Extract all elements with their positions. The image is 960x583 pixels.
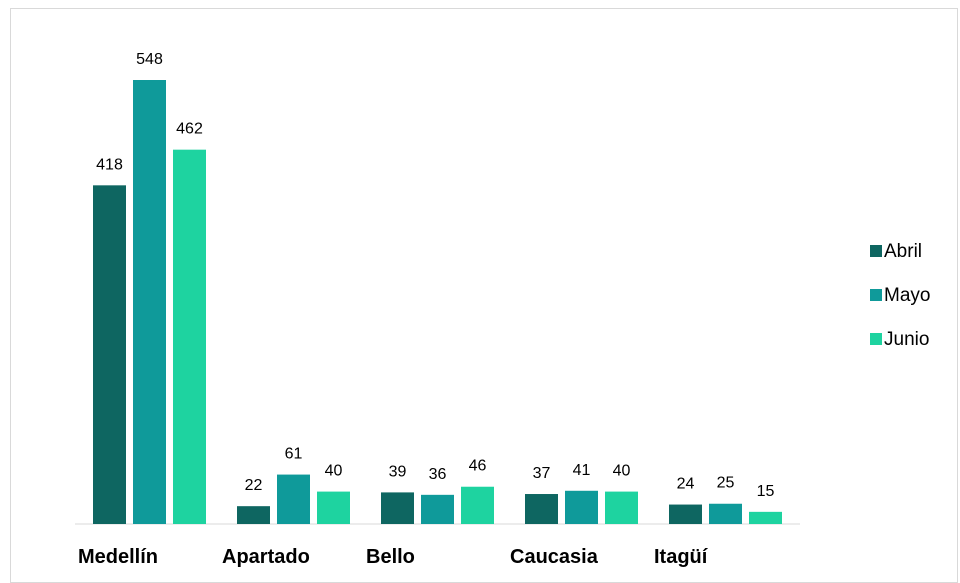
bar-mayo-3: [565, 490, 598, 524]
value-label: 25: [717, 475, 735, 492]
category-label: Itagüí: [654, 546, 709, 568]
bar-junio-1: [317, 491, 350, 524]
legend-swatch-mayo: [870, 289, 882, 301]
legend-label-junio: Junio: [884, 329, 929, 350]
value-label: 548: [136, 51, 163, 68]
bar-junio-4: [749, 511, 782, 524]
value-label: 462: [176, 121, 203, 138]
bar-junio-0: [173, 149, 206, 524]
category-label: Apartado: [222, 546, 310, 568]
value-label: 41: [573, 462, 591, 479]
bars-group: [93, 80, 782, 524]
value-label: 40: [613, 463, 631, 480]
value-label: 61: [285, 446, 303, 463]
value-label: 40: [325, 463, 343, 480]
bar-mayo-1: [277, 474, 310, 524]
value-label: 24: [677, 476, 695, 493]
legend-swatch-junio: [870, 333, 882, 345]
value-label: 39: [389, 463, 407, 480]
bar-mayo-2: [421, 494, 454, 524]
value-label: 418: [96, 156, 123, 173]
legend-label-mayo: Mayo: [884, 285, 930, 306]
value-label: 37: [533, 465, 551, 482]
bar-abril-3: [525, 494, 558, 524]
category-label: Caucasia: [510, 546, 599, 568]
legend-label-abril: Abril: [884, 241, 922, 262]
bar-junio-2: [461, 486, 494, 524]
value-label: 22: [245, 477, 263, 494]
bar-abril-4: [669, 504, 702, 524]
legend-swatch-abril: [870, 245, 882, 257]
legend: Abril Mayo Junio: [870, 241, 930, 350]
bar-mayo-4: [709, 503, 742, 524]
category-labels-group: Medellín Apartado Bello Caucasia Itagüí: [78, 546, 709, 568]
bar-abril-2: [381, 492, 414, 524]
value-labels-group: 418 548 462 22 61 40 39 36 46 37 41 40 24 25 15: [96, 51, 774, 500]
value-label: 36: [429, 466, 447, 483]
bar-abril-0: [93, 185, 126, 524]
value-label: 46: [469, 458, 487, 475]
bar-abril-1: [237, 506, 270, 524]
value-label: 15: [757, 483, 775, 500]
bar-mayo-0: [133, 80, 166, 524]
bar-junio-3: [605, 491, 638, 524]
category-label: Bello: [366, 546, 415, 568]
category-label: Medellín: [78, 546, 158, 568]
